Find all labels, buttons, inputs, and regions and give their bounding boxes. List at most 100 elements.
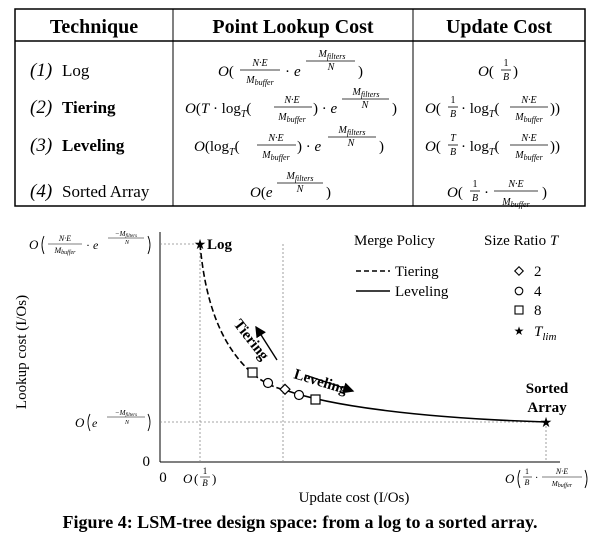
svg-text:) · e: ) · e xyxy=(313,101,338,117)
svg-text:1: 1 xyxy=(451,95,456,106)
svg-text:T: T xyxy=(450,133,457,144)
svg-text:N: N xyxy=(124,420,130,426)
row-name: Sorted Array xyxy=(62,182,150,201)
formula-tiering-update: O( 1 B · logT( N·E Mbuffer )) xyxy=(425,95,560,124)
legend-merge-item-leveling: Leveling xyxy=(395,284,449,300)
svg-text:Mbuffer: Mbuffer xyxy=(514,112,543,124)
svg-text:N: N xyxy=(124,240,130,246)
row-leveling-label: (3) Leveling xyxy=(30,135,125,156)
row-tiering-label: (2) Tiering xyxy=(30,97,116,118)
legend-merge-policy: Merge Policy Tiering Leveling xyxy=(354,233,449,300)
svg-text:Mbuffer: Mbuffer xyxy=(261,150,290,162)
svg-text:O(: O( xyxy=(478,64,494,80)
svg-text:N·E: N·E xyxy=(251,58,267,69)
svg-text:)): )) xyxy=(550,139,560,155)
svg-text:): ) xyxy=(392,101,397,117)
circle-marker xyxy=(262,377,274,389)
row-name: Tiering xyxy=(62,98,116,117)
formula-sorted-update: O( 1 B · N·E Mbuffer ) xyxy=(447,179,547,209)
formula-leveling-update: O( T B · logT( N·E Mbuffer )) xyxy=(425,133,560,162)
x-tick-right: O 1 B · N·E Mbuffer xyxy=(505,467,588,489)
svg-text:N·E: N·E xyxy=(507,179,523,190)
sorted-star-marker: ★ xyxy=(540,415,553,431)
svg-text:N: N xyxy=(361,100,370,111)
svg-text:N·E: N·E xyxy=(58,234,71,243)
legend-size-item-4: 4 xyxy=(534,284,542,300)
svg-text:N·E: N·E xyxy=(283,95,299,106)
svg-text:B: B xyxy=(202,478,208,488)
row-num: (4) xyxy=(30,181,52,202)
svg-text:N·E: N·E xyxy=(555,467,568,476)
svg-text:O: O xyxy=(29,237,39,252)
diamond-marker xyxy=(279,383,291,396)
svg-text:1: 1 xyxy=(525,467,529,476)
svg-text:O(: O( xyxy=(425,139,441,155)
svg-text:): ) xyxy=(513,64,518,80)
svg-text:Mbuffer: Mbuffer xyxy=(53,246,76,256)
tiering-arrow xyxy=(255,325,278,361)
figure-caption: Figure 4: LSM-tree design space: from a … xyxy=(63,512,538,532)
header-lookup: Point Lookup Cost xyxy=(212,16,373,38)
svg-text:N: N xyxy=(327,62,336,73)
svg-text:1: 1 xyxy=(473,179,478,190)
square-marker xyxy=(310,394,321,405)
svg-text:B: B xyxy=(525,478,530,487)
svg-text:B: B xyxy=(450,147,456,158)
formula-tiering-lookup: O(T · logT( N·E Mbuffer ) · e Mfilters N… xyxy=(185,87,397,124)
svg-text:O(e: O(e xyxy=(250,185,273,201)
row-num: (1) xyxy=(30,60,52,81)
svg-text:B: B xyxy=(472,193,478,204)
row-log-label: (1) Log xyxy=(30,60,90,81)
design-space-plot: ★ ★ Tiering Leveling Log Sorted Array O … xyxy=(14,230,588,506)
svg-text:N·E: N·E xyxy=(520,95,536,106)
svg-text:N·E: N·E xyxy=(520,133,536,144)
svg-text:) · e: ) · e xyxy=(297,139,322,155)
svg-text:): ) xyxy=(326,185,331,201)
svg-text:)): )) xyxy=(550,101,560,117)
svg-text:): ) xyxy=(542,185,547,201)
header-technique: Technique xyxy=(50,16,138,38)
log-star-marker: ★ xyxy=(194,237,207,253)
svg-text:): ) xyxy=(379,139,384,155)
formula-log-update: O( 1 B ) xyxy=(478,58,518,83)
leveling-arrow xyxy=(304,374,355,394)
svg-text:Mfilters: Mfilters xyxy=(351,87,379,99)
svg-text:N: N xyxy=(296,184,305,195)
row-sorted-label: (4) Sorted Array xyxy=(30,181,150,202)
svg-text:Mbuffer: Mbuffer xyxy=(514,150,543,162)
formula-sorted-lookup: O(e Mfilters N ) xyxy=(250,171,331,201)
legend-tlim: Tlim xyxy=(534,324,556,343)
svg-text:·: · xyxy=(535,473,538,484)
circle-marker xyxy=(293,389,305,401)
legend-size-item-8: 8 xyxy=(534,303,542,319)
circle-marker xyxy=(514,286,524,296)
x-axis-label: Update cost (I/Os) xyxy=(299,490,410,506)
svg-text:· logT(: · logT( xyxy=(461,101,499,120)
svg-text:Mfilters: Mfilters xyxy=(337,125,365,137)
y-tick-top: O N·E Mbuffer · e −Mfilters N xyxy=(29,230,151,256)
svg-text:): ) xyxy=(212,471,216,486)
formula-leveling-lookup: O(logT( N·E Mbuffer ) · e Mfilters N ) xyxy=(194,125,384,162)
x-zero: 0 xyxy=(159,470,167,486)
svg-text:1: 1 xyxy=(504,58,509,69)
formula-log-lookup: O( N·E Mbuffer · e Mfilters N ) xyxy=(218,49,363,87)
legend-size-item-2: 2 xyxy=(534,264,542,280)
square-marker xyxy=(514,305,524,315)
svg-text:e: e xyxy=(92,416,98,430)
svg-text:· logT(: · logT( xyxy=(461,139,499,158)
square-marker xyxy=(247,367,258,378)
svg-text:O(: O( xyxy=(218,64,234,80)
legend-size-ratio: Size Ratio T 2 4 8 ★ Tlim xyxy=(484,233,560,343)
svg-text:Mbuffer: Mbuffer xyxy=(245,75,274,87)
svg-text:Mbuffer: Mbuffer xyxy=(277,112,306,124)
star-icon: ★ xyxy=(514,324,525,338)
legend-size-title: Size Ratio xyxy=(484,233,546,249)
svg-text:·: · xyxy=(484,185,489,201)
row-name: Log xyxy=(62,61,90,80)
header-update: Update Cost xyxy=(446,16,552,38)
y-zero: 0 xyxy=(143,454,151,470)
y-axis-label: Lookup cost (I/Os) xyxy=(14,295,30,409)
svg-text:Size Ratio T: Size Ratio T xyxy=(484,233,560,249)
svg-text:Mfilters: Mfilters xyxy=(317,49,345,61)
